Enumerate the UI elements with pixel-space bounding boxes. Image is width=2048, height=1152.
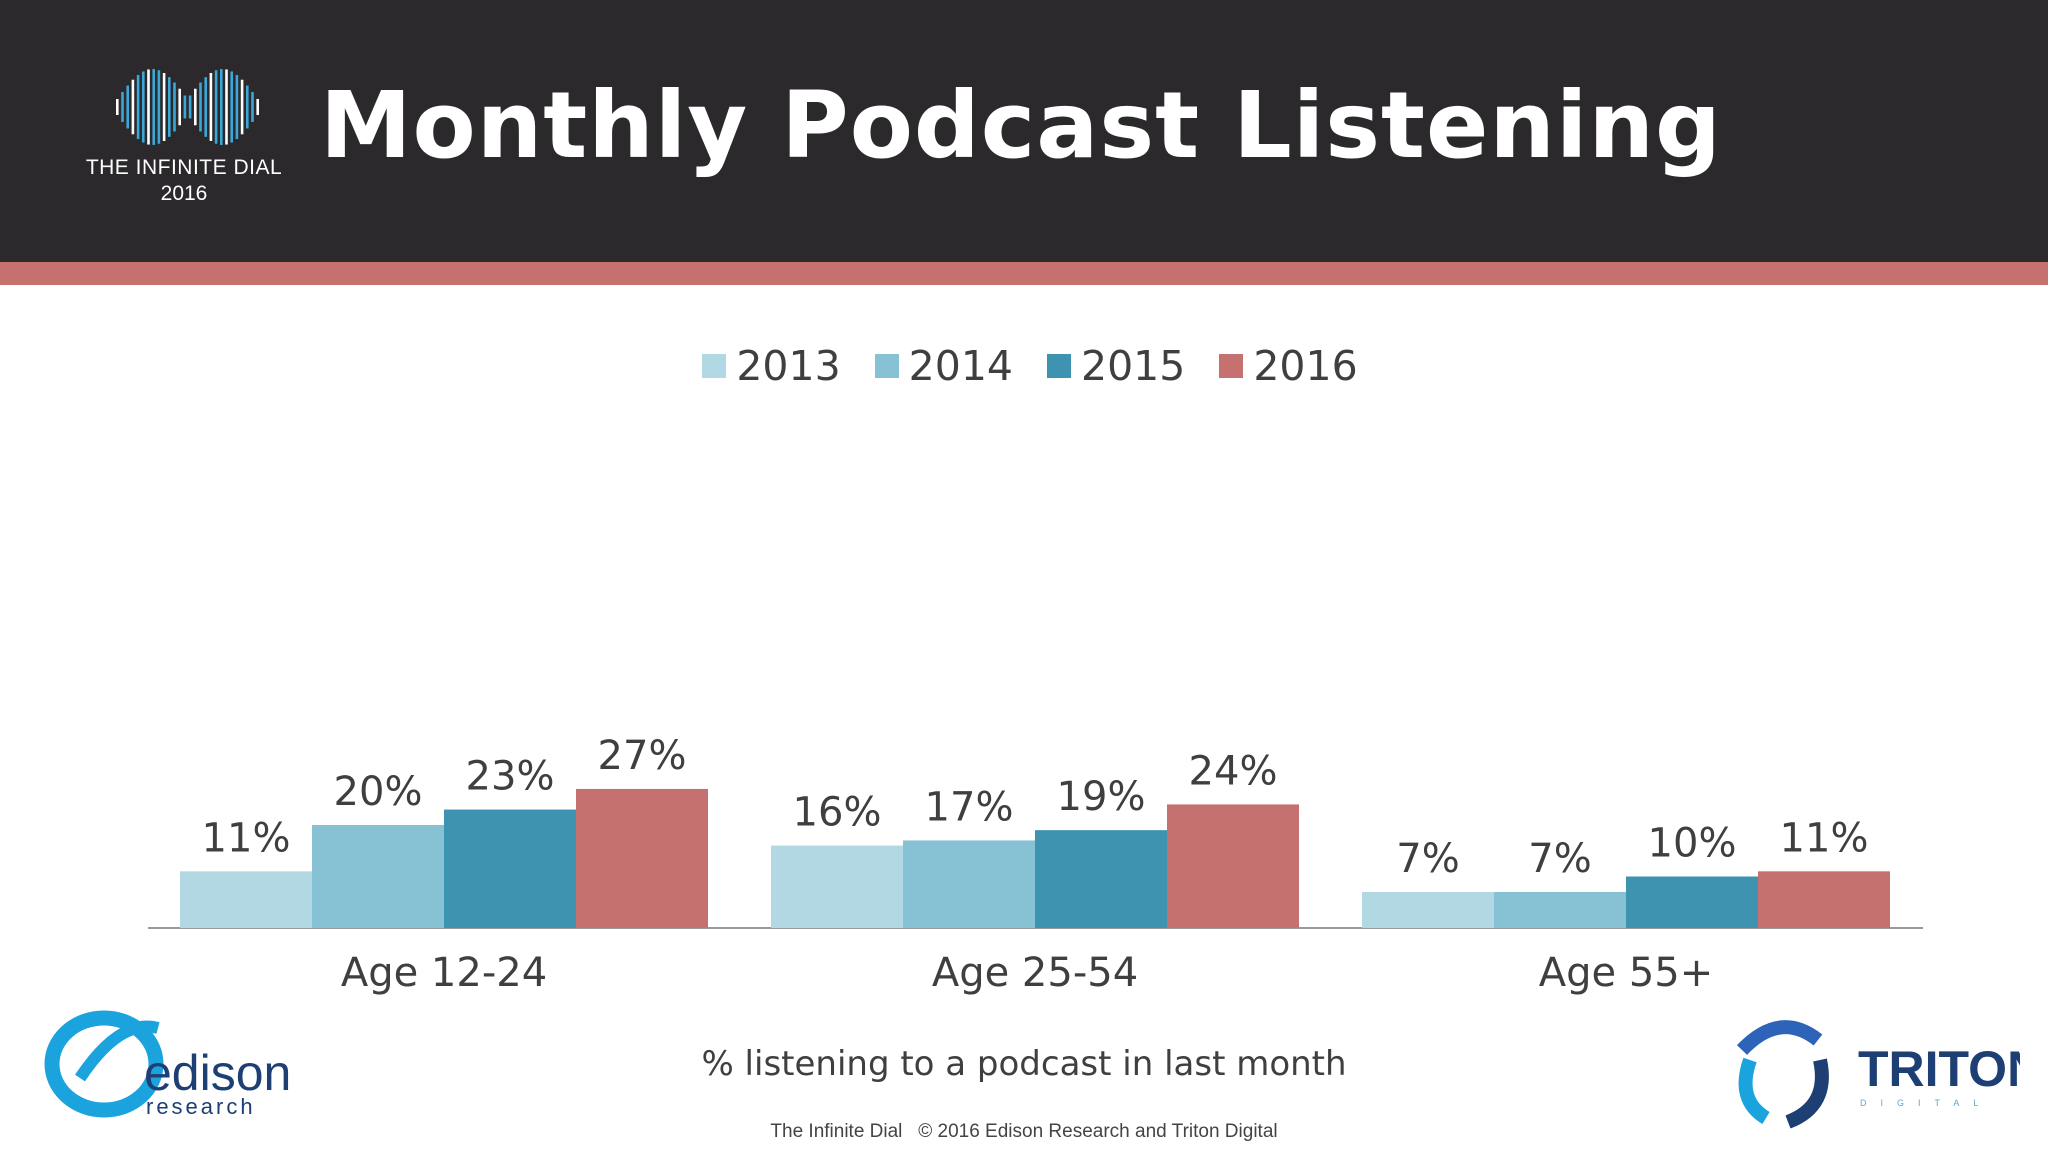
edison-wordmark: edison xyxy=(144,1045,291,1101)
dial-bar-25 xyxy=(246,85,249,129)
dial-bar-8 xyxy=(157,70,161,144)
bar-2016-group-2 xyxy=(1758,871,1890,928)
bar-2016-group-0 xyxy=(576,788,708,928)
edison-subtitle: research xyxy=(146,1094,256,1119)
legend-item-2014: 2014 xyxy=(874,342,1013,390)
dial-bar-2 xyxy=(126,85,129,129)
brand-name: THE INFINITE DIAL xyxy=(85,156,283,179)
legend-item-2016: 2016 xyxy=(1219,342,1358,390)
dial-bar-26 xyxy=(251,92,254,122)
category-label-2: Age 55+ xyxy=(1539,950,1714,996)
data-label-2015-group-0: 23% xyxy=(466,754,555,800)
dial-bar-21 xyxy=(225,69,228,145)
dial-bar-27 xyxy=(256,99,259,115)
dial-bar-6 xyxy=(147,69,150,145)
triton-subtitle: DIGITAL xyxy=(1860,1098,1992,1108)
data-label-2016-group-0: 27% xyxy=(598,733,687,779)
bar-2013-group-2 xyxy=(1362,891,1494,928)
dial-bar-5 xyxy=(142,71,145,143)
bar-2015-group-0 xyxy=(444,809,576,928)
dial-bar-9 xyxy=(162,73,166,141)
data-label-2013-group-0: 11% xyxy=(202,815,291,861)
category-label-0: Age 12-24 xyxy=(341,950,547,996)
legend-label-2013: 2013 xyxy=(736,342,841,390)
data-label-2016-group-1: 24% xyxy=(1189,748,1278,794)
category-label-1: Age 25-54 xyxy=(932,950,1138,996)
dial-bar-16 xyxy=(199,82,202,132)
data-label-2016-group-2: 11% xyxy=(1780,815,1869,861)
data-label-2014-group-0: 20% xyxy=(334,769,423,815)
accent-stripe xyxy=(0,262,2048,285)
bar-2015-group-1 xyxy=(1035,830,1167,928)
edison-swirl-icon xyxy=(44,1010,164,1118)
brand-year: 2016 xyxy=(160,182,208,205)
dial-bar-11 xyxy=(173,82,176,132)
bar-2014-group-1 xyxy=(903,840,1035,928)
dial-bar-17 xyxy=(204,77,207,137)
bar-2014-group-0 xyxy=(312,825,444,928)
dial-bar-13 xyxy=(183,95,187,119)
infinite-dial-logo xyxy=(116,69,259,145)
bar-2015-group-2 xyxy=(1626,876,1758,928)
data-label-2015-group-2: 10% xyxy=(1648,821,1737,867)
dial-bar-0 xyxy=(116,99,119,115)
data-label-2013-group-1: 16% xyxy=(793,790,882,836)
triton-digital-logo: TRITON DIGITAL xyxy=(1736,1020,2020,1129)
legend-item-2015: 2015 xyxy=(1047,342,1185,390)
dial-bar-19 xyxy=(214,70,218,144)
bar-2016-group-1 xyxy=(1167,804,1299,928)
chart-legend: 2013 2014 2015 2016 xyxy=(0,342,2048,390)
dial-bar-7 xyxy=(152,69,155,145)
bar-2014-group-2 xyxy=(1494,891,1626,928)
edison-bulb-base-icon xyxy=(108,1104,128,1112)
dial-bar-23 xyxy=(235,74,239,140)
legend-swatch-2013 xyxy=(702,354,727,378)
bar-2013-group-1 xyxy=(771,845,903,928)
dial-bar-20 xyxy=(220,69,223,145)
data-label-2013-group-2: 7% xyxy=(1396,836,1459,882)
edison-swoosh-icon xyxy=(75,1020,160,1082)
bar-chart: 11% 20% 23% 27% Age 12-24 16% 17% 19% 24% Age 25-… xyxy=(148,733,1923,996)
dial-bar-4 xyxy=(136,74,140,140)
triton-wordmark: TRITON xyxy=(1858,1041,2020,1097)
triton-arc-top-icon xyxy=(1736,1020,1823,1055)
dial-bar-18 xyxy=(209,73,213,141)
dial-bar-15 xyxy=(194,88,197,126)
legend-swatch-2015 xyxy=(1047,354,1071,378)
infinity-bars xyxy=(116,69,259,145)
dial-bar-1 xyxy=(121,92,124,122)
chart-caption: % listening to a podcast in last month xyxy=(701,1044,1347,1084)
dial-bar-22 xyxy=(230,71,233,143)
bar-2013-group-0 xyxy=(180,871,312,928)
data-label-2014-group-2: 7% xyxy=(1528,836,1591,882)
dial-bar-12 xyxy=(178,88,181,126)
dial-bar-24 xyxy=(240,79,244,135)
legend-item-2013: 2013 xyxy=(702,342,841,390)
copyright-footer: The Infinite Dial © 2016 Edison Research… xyxy=(770,1121,1278,1142)
page-title: Monthly Podcast Listening xyxy=(320,72,1722,179)
data-label-2014-group-1: 17% xyxy=(925,784,1014,830)
legend-swatch-2014 xyxy=(874,354,899,378)
triton-arc-left-icon xyxy=(1738,1057,1770,1125)
triton-arc-right-icon xyxy=(1785,1058,1829,1129)
dial-bar-14 xyxy=(188,95,192,119)
dial-bar-10 xyxy=(168,77,171,137)
legend-label-2015: 2015 xyxy=(1081,342,1186,390)
dial-bar-3 xyxy=(131,79,135,135)
legend-label-2016: 2016 xyxy=(1253,342,1358,390)
data-label-2015-group-1: 19% xyxy=(1057,774,1146,820)
header-banner xyxy=(0,0,2048,262)
legend-swatch-2016 xyxy=(1219,354,1244,378)
edison-research-logo: edison research xyxy=(44,1010,291,1119)
legend-label-2014: 2014 xyxy=(908,342,1013,390)
